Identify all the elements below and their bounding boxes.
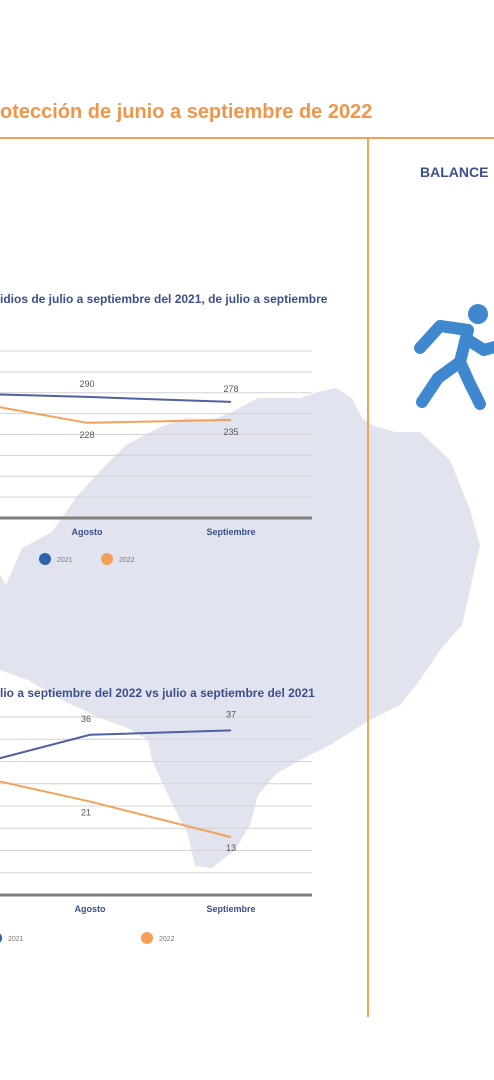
series-line-2022 — [0, 406, 232, 424]
x-tick-label: Agosto — [72, 527, 103, 537]
chart-1: Agosto Septiembre 290 278 2021 228 235 2022 — [0, 350, 312, 565]
data-label: 36 — [81, 714, 91, 724]
balance-heading: BALANCE — [420, 164, 489, 180]
chart-1-title: idios de julio a septiembre del 2021, de… — [0, 292, 328, 306]
legend-label-2021: 2021 — [8, 936, 24, 943]
data-label: 228 — [79, 430, 94, 440]
legend-label-2021: 2021 — [57, 557, 73, 564]
data-label: 21 — [81, 808, 91, 818]
legend-swatch-2021 — [39, 553, 51, 565]
legend-label-2022: 2022 — [159, 936, 175, 943]
data-label: 37 — [226, 710, 236, 719]
chart-2: Agosto Septiembre 36 37 2021 21 13 2022 — [0, 710, 312, 944]
series-line-2021 — [0, 393, 232, 403]
data-label: 235 — [223, 427, 238, 437]
data-label: 278 — [223, 384, 238, 394]
x-tick-label: Septiembre — [206, 527, 255, 537]
x-tick-label: Septiembre — [206, 904, 255, 914]
data-label: 13 — [226, 843, 236, 853]
legend-swatch-2022 — [141, 932, 153, 944]
title-underline — [0, 137, 494, 139]
legend-label-2022: 2022 — [119, 557, 135, 564]
legend-swatch-2022 — [101, 553, 113, 565]
legend-swatch-2021 — [0, 933, 2, 943]
series-line-2021 — [0, 729, 232, 760]
x-tick-label: Agosto — [75, 904, 106, 914]
data-label: 290 — [79, 379, 94, 389]
column-divider — [367, 139, 369, 1017]
chart-2-title: lio a septiembre del 2022 vs julio a sep… — [0, 686, 315, 700]
page-title: otección de junio a septiembre de 2022 — [0, 101, 373, 123]
runner-icon — [414, 304, 494, 410]
